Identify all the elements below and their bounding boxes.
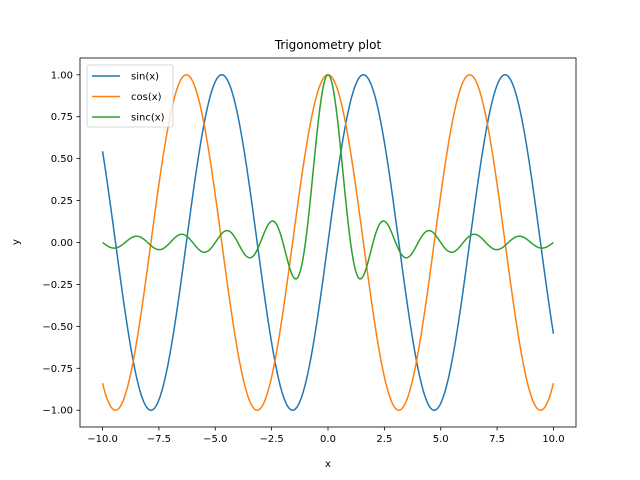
y-tick-label: −1.00 — [42, 406, 73, 417]
x-tick-label: 5.0 — [433, 434, 449, 445]
y-axis-label: y — [11, 239, 22, 245]
y-tick-label: −0.50 — [42, 322, 73, 333]
x-tick-label: 2.5 — [376, 434, 392, 445]
x-tick-label: −10.0 — [87, 434, 118, 445]
y-tick-label: 0.75 — [51, 112, 73, 123]
chart-title: Trigonometry plot — [274, 38, 382, 52]
legend-box — [86, 64, 174, 128]
y-tick-label: 0.25 — [51, 196, 73, 207]
x-tick-label: 10.0 — [542, 434, 564, 445]
legend-label-sin: sin(x) — [131, 72, 159, 83]
y-tick-label: 0.00 — [51, 238, 73, 249]
x-tick-label: −7.5 — [147, 434, 171, 445]
series-line-sin — [101, 74, 555, 411]
y-axis-ticks: −1.00 −0.75 −0.50 −0.25 0.00 0.25 0.50 0.75 1.00 — [42, 70, 80, 417]
y-tick-label: −0.25 — [42, 280, 73, 291]
x-tick-label: 7.5 — [489, 434, 505, 445]
x-axis-ticks: −10.0 −7.5 −5.0 −2.5 0.0 2.5 5.0 7.5 10.0 — [87, 427, 565, 445]
x-axis-label: x — [325, 459, 331, 470]
legend: sin(x) cos(x) sinc(x) — [86, 64, 174, 128]
series-group — [101, 73, 555, 411]
series-line-sinc — [102, 73, 554, 280]
x-tick-label: 0.0 — [320, 434, 336, 445]
x-tick-label: −2.5 — [259, 434, 283, 445]
y-tick-label: 1.00 — [51, 70, 73, 81]
y-tick-label: 0.50 — [51, 154, 73, 165]
legend-label-cos: cos(x) — [131, 92, 162, 103]
y-tick-label: −0.75 — [42, 364, 73, 375]
x-tick-label: −5.0 — [203, 434, 227, 445]
legend-label-sinc: sinc(x) — [131, 113, 165, 124]
